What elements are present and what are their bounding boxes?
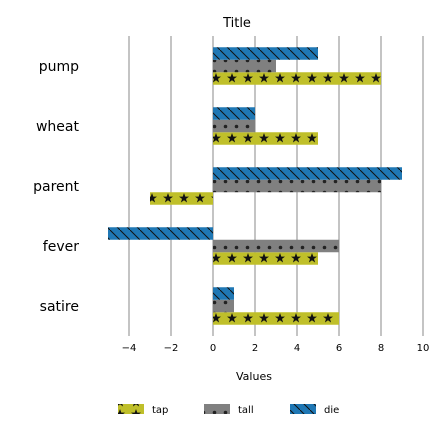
bar-tall-fever: [213, 239, 339, 253]
category-label: wheat: [36, 119, 80, 135]
x-axis-label: Values: [236, 370, 272, 383]
category-label: satire: [40, 299, 79, 315]
legend: tap tall die: [118, 404, 339, 416]
category-label: parent: [33, 179, 79, 195]
legend-swatch-die: [290, 404, 316, 414]
x-tick-label: −4: [122, 343, 137, 354]
x-tick-label: 10: [417, 343, 430, 354]
bar-tall-wheat: [213, 119, 255, 133]
bar-tap-fever: [213, 252, 318, 265]
bar-die-wheat: [213, 107, 255, 120]
chart-title: Title: [222, 16, 251, 31]
bar-tap-pump: [213, 72, 381, 85]
category-label: fever: [43, 239, 79, 255]
bar-tap-wheat: [213, 132, 318, 145]
legend-label-tall: tall: [238, 405, 254, 416]
bar-die-pump: [213, 47, 318, 60]
legend-swatch-tall: [204, 404, 230, 414]
bar-tall-parent: [213, 179, 381, 193]
legend-label-die: die: [324, 405, 339, 416]
x-tick-labels: −4 −2 0 2 4 6 8 10: [122, 343, 430, 354]
bars: [108, 47, 402, 325]
category-labels: satire fever parent wheat pump: [33, 59, 79, 315]
x-tick-label: 0: [210, 343, 216, 354]
bar-tall-pump: [213, 59, 276, 73]
x-tick-label: −2: [164, 343, 179, 354]
x-tick-label: 8: [378, 343, 384, 354]
x-tick-label: 2: [252, 343, 258, 354]
category-label: pump: [39, 59, 79, 75]
bar-tap-satire: [213, 312, 339, 325]
bar-tall-satire: [213, 299, 234, 313]
bar-die-fever: [108, 227, 213, 240]
legend-swatch-tap: [118, 404, 144, 414]
bar-tap-parent: [150, 192, 213, 205]
bar-die-satire: [213, 287, 234, 300]
bar-die-parent: [213, 167, 402, 180]
x-tick-label: 6: [336, 343, 342, 354]
legend-label-tap: tap: [152, 405, 168, 416]
x-tick-label: 4: [294, 343, 300, 354]
